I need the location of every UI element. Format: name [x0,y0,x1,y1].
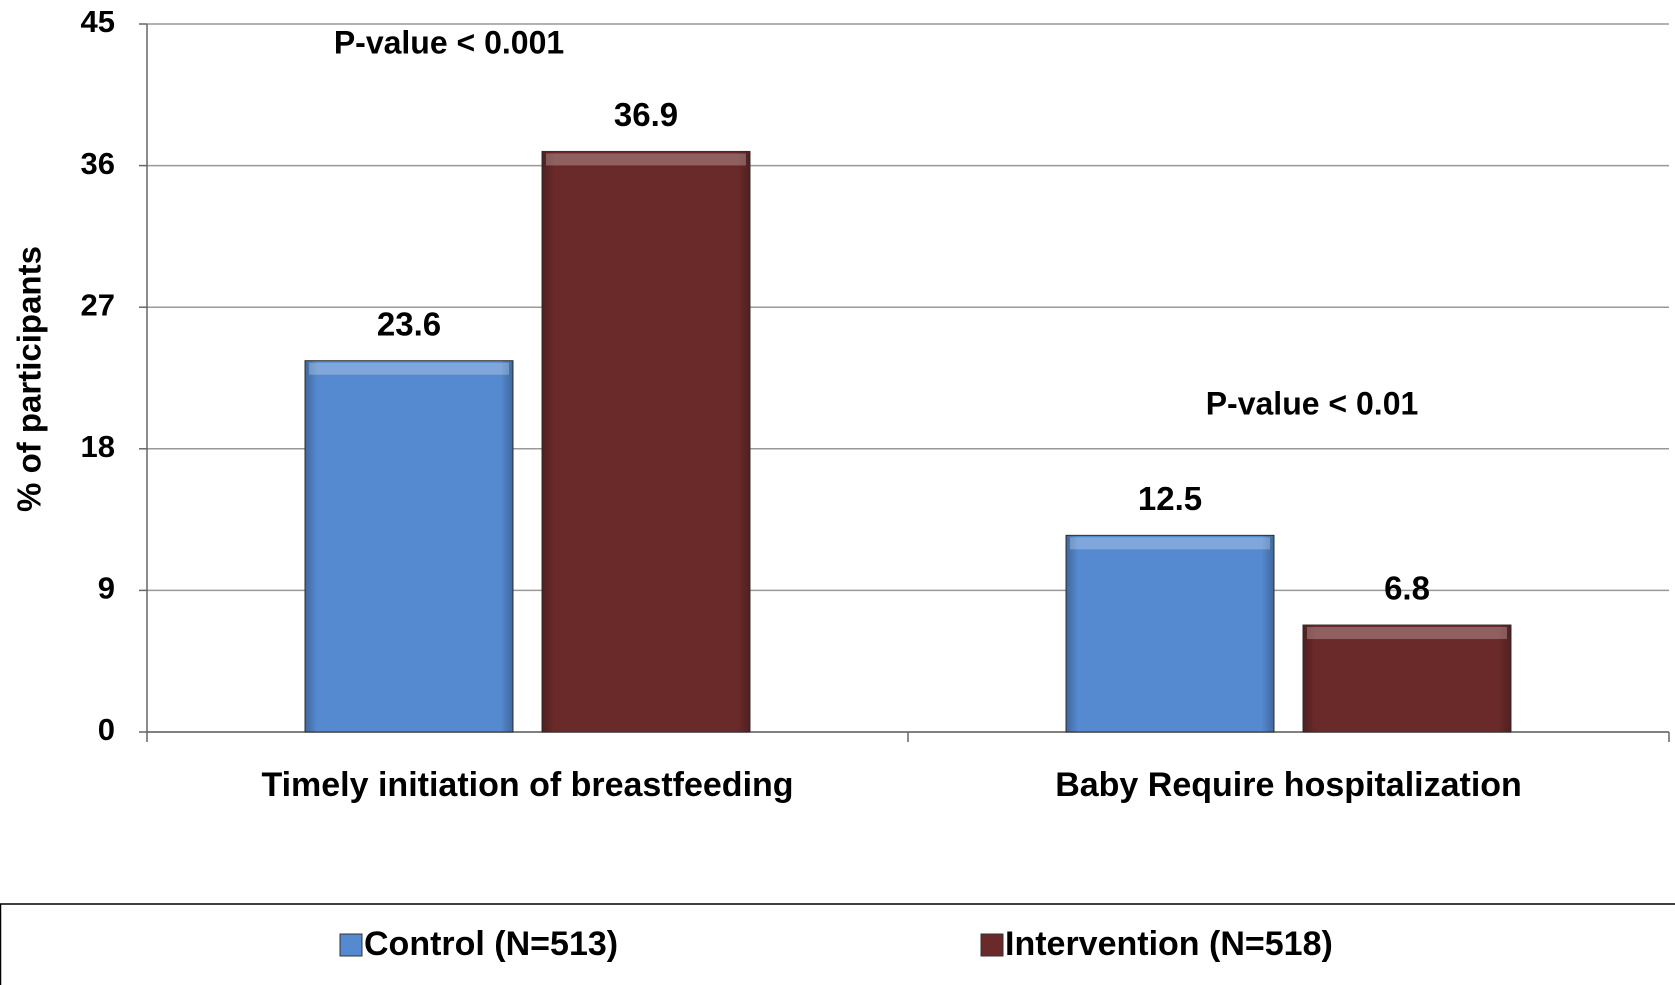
y-tick-label: 0 [98,712,115,747]
bar-bevel [1070,537,1270,550]
bar-bevel [546,153,746,166]
y-tick-label: 9 [98,571,115,606]
y-tick-label: 18 [81,429,115,464]
legend-swatch [339,933,363,957]
data-label: 36.9 [614,96,678,133]
bar-shade [305,360,513,732]
data-label: 23.6 [377,305,441,342]
x-tick-label: Timely initiation of breastfeeding [261,766,793,804]
legend-swatch [980,933,1004,957]
annotation: P-value < 0.01 [1206,385,1419,421]
y-tick-label: 36 [81,146,115,181]
y-tick-label: 27 [81,287,115,322]
annotation: P-value < 0.001 [334,24,564,60]
legend-box [0,903,1675,985]
legend-label: Control (N=513) [364,925,618,963]
y-axis-label: % of participants [11,246,48,512]
x-tick-label: Baby Require hospitalization [1055,766,1522,804]
data-label: 6.8 [1384,570,1430,607]
bar-bevel [1307,627,1507,640]
bar-shade [542,151,750,732]
data-label: 12.5 [1138,480,1202,517]
bar-shade [1066,535,1274,732]
y-tick-label: 45 [81,4,115,39]
bar-shade [1303,625,1511,732]
legend-label: Intervention (N=518) [1005,925,1333,963]
bar-bevel [309,362,509,375]
